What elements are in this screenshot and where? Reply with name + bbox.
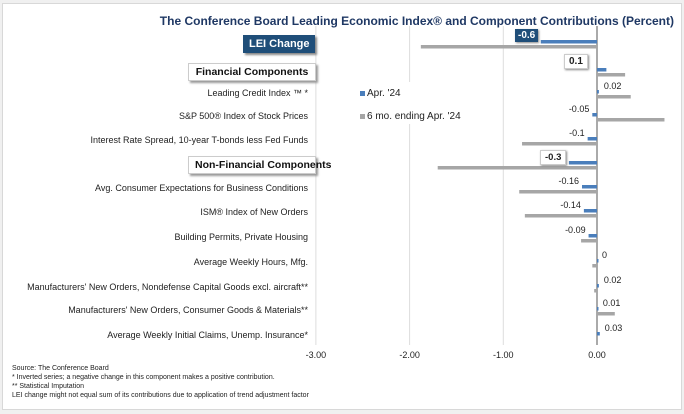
data-label: -0.6: [515, 29, 539, 42]
data-label: -0.16: [558, 176, 580, 186]
data-label: 0.02: [603, 275, 622, 285]
legend-swatch-blue: [360, 90, 365, 96]
financial-components-header: Financial Components: [188, 63, 316, 81]
bar-6mo: [597, 95, 631, 99]
bar-6mo: [597, 118, 665, 122]
category-label: Building Permits, Private Housing: [174, 232, 308, 242]
data-label: -0.1: [569, 128, 585, 138]
bar-6mo: [437, 166, 597, 170]
bar-apr: [582, 185, 597, 189]
x-tick-label: 0.00: [588, 350, 606, 360]
bar-apr: [588, 234, 597, 238]
legend-item-6mo: 6 mo. ending Apr. '24: [360, 111, 461, 122]
category-label: ISM® Index of New Orders: [200, 207, 308, 217]
data-label: -0.05: [568, 104, 590, 114]
data-label: 0.1: [564, 54, 588, 69]
bar-6mo: [597, 73, 626, 77]
bar-apr: [597, 332, 600, 336]
data-label: -0.3: [540, 150, 567, 165]
footnote-source: Source: The Conference Board: [12, 365, 109, 372]
bar-apr: [568, 161, 597, 165]
bar-apr: [587, 137, 597, 141]
footnote-imputation: ** Statistical Imputation: [12, 383, 84, 390]
data-label: -0.09: [565, 225, 586, 235]
footnote-inverted: * Inverted series; a negative change in …: [12, 374, 275, 381]
bar-6mo: [420, 45, 597, 49]
legend-swatch-gray: [360, 113, 365, 119]
chart-panel: [2, 3, 682, 410]
category-label: Average Weekly Initial Claims, Unemp. In…: [107, 330, 308, 340]
category-label: Average Weekly Hours, Mfg.: [193, 257, 308, 267]
category-label: Avg. Consumer Expectations for Business …: [95, 183, 308, 193]
x-tick-label: -2.00: [399, 350, 420, 360]
footnote-trend: LEI change might not equal sum of its co…: [12, 392, 309, 399]
bar-apr: [597, 68, 607, 72]
data-label: 0.02: [603, 81, 622, 91]
bar-6mo: [581, 239, 597, 243]
x-tick-label: -3.00: [306, 350, 327, 360]
bar-6mo: [594, 289, 597, 293]
bar-6mo: [522, 142, 597, 146]
data-label: 0.01: [602, 298, 621, 308]
bar-6mo: [592, 264, 597, 268]
data-label: 0.03: [604, 323, 623, 333]
category-label: Manufacturers' New Orders, Consumer Good…: [68, 305, 308, 315]
x-tick-label: -1.00: [493, 350, 514, 360]
bar-apr: [597, 90, 599, 94]
category-label: Manufacturers' New Orders, Nondefense Ca…: [27, 282, 308, 292]
data-label: -0.14: [560, 200, 581, 210]
category-label: Leading Credit Index ™ *: [207, 88, 308, 98]
bar-6mo: [519, 190, 597, 194]
bar-apr: [583, 209, 597, 213]
bar-apr: [597, 259, 599, 263]
category-label: Interest Rate Spread, 10-year T-bonds le…: [90, 135, 308, 145]
bar-apr: [592, 113, 597, 117]
bar-apr: [597, 284, 599, 288]
bar-6mo: [524, 214, 597, 218]
legend-item-apr: Apr. '24: [360, 88, 401, 99]
legend-background: [355, 82, 485, 124]
non-financial-components-header: Non-Financial Components: [188, 156, 332, 174]
data-label: 0: [602, 250, 608, 260]
category-label: S&P 500® Index of Stock Prices: [178, 111, 308, 121]
bar-apr: [540, 40, 597, 44]
bar-6mo: [597, 312, 615, 316]
chart-title: The Conference Board Leading Economic In…: [159, 14, 674, 28]
lei-change-header: LEI Change: [243, 35, 315, 53]
bar-apr: [597, 307, 599, 311]
